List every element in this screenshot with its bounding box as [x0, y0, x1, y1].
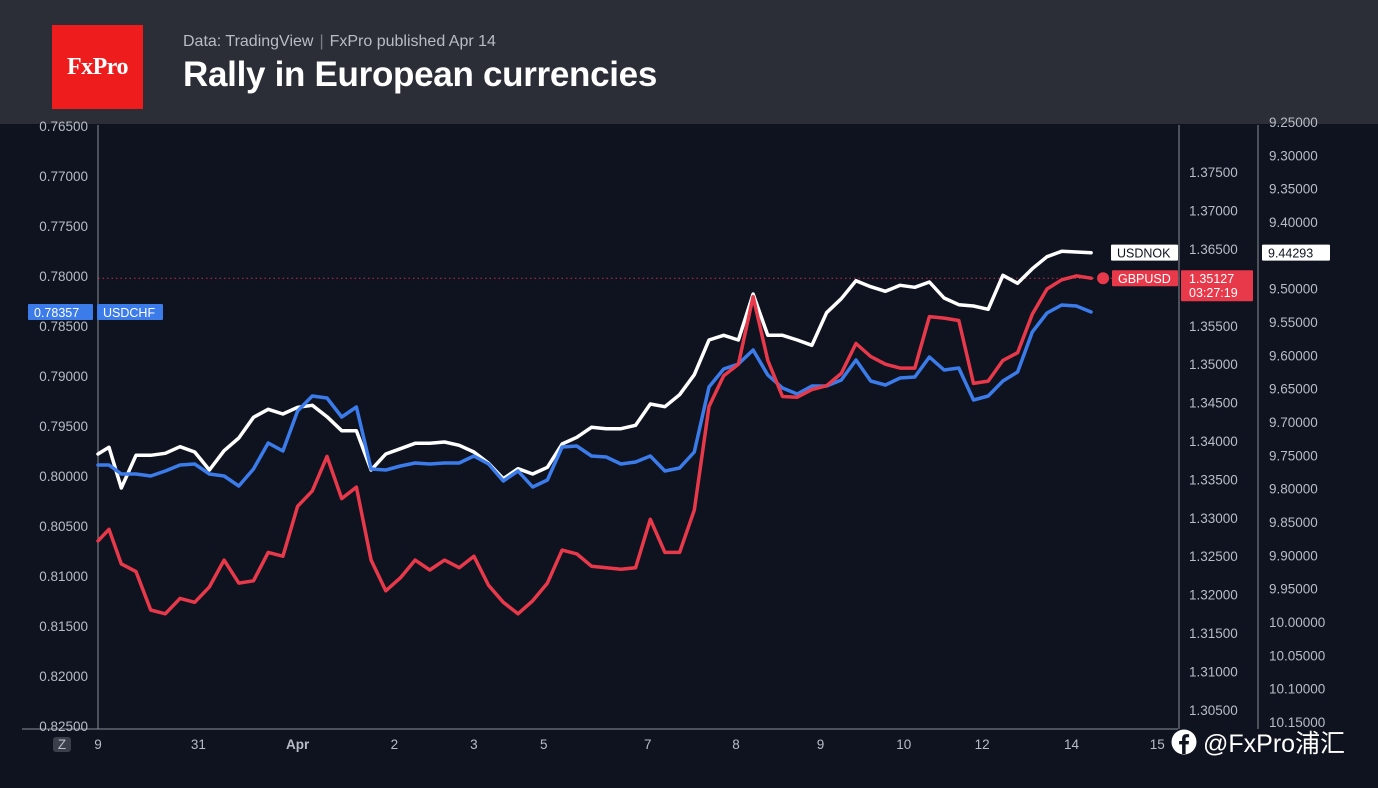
right-axis-tick: 9.35000 — [1269, 182, 1318, 197]
usdnok-series-line — [96, 249, 1093, 490]
mid-axis-tick: 1.36500 — [1189, 242, 1238, 257]
mid-axis-tick: 1.33000 — [1189, 511, 1238, 526]
separator: | — [319, 33, 324, 50]
usdchf-value-tag — [28, 304, 93, 320]
right-axis-tick: 10.05000 — [1269, 648, 1325, 663]
gbpusd-name-label: GBPUSD — [1118, 272, 1171, 286]
x-axis-tick: 9 — [94, 737, 102, 752]
x-axis-tick: Apr — [286, 737, 310, 752]
right-axis-tick: 9.65000 — [1269, 382, 1318, 397]
right-axis-tick: 9.30000 — [1269, 148, 1318, 163]
mid-axis-tick: 1.30500 — [1189, 703, 1238, 718]
right-axis-tick: 10.10000 — [1269, 682, 1325, 697]
left-axis-tick: 0.81000 — [39, 569, 88, 584]
left-axis-tick: 0.82500 — [39, 719, 88, 734]
usdnok-value-tag — [1262, 244, 1330, 261]
left-axis-tick: 0.79500 — [39, 419, 88, 434]
left-axis-tick: 0.78500 — [39, 319, 88, 334]
gbpusd-value-label: 1.35127 — [1189, 272, 1234, 286]
x-axis-tick: 8 — [732, 737, 740, 752]
fxpro-logo: FxPro — [52, 25, 143, 109]
usdnok-value-label: 9.44293 — [1268, 247, 1313, 261]
watermark-text: @FxPro浦汇 — [1203, 730, 1346, 758]
right-axis-tick: 9.80000 — [1269, 482, 1318, 497]
usdchf-value-label: 0.78357 — [34, 306, 79, 320]
x-axis-tick: 2 — [391, 737, 399, 752]
right-axis-tick: 9.90000 — [1269, 548, 1318, 563]
gbpusd-last-point — [1097, 272, 1110, 285]
usdchf-tags: 0.78357 USDCHF — [28, 304, 163, 320]
right-axis-tick: 9.95000 — [1269, 582, 1318, 597]
axis-badge-bg — [53, 737, 71, 752]
usdnok-tags: USDNOK 9.44293 — [1111, 244, 1330, 261]
usdchf-name-label: USDCHF — [103, 306, 155, 320]
left-axis-tick: 0.80500 — [39, 519, 88, 534]
gbpusd-name-tag — [1112, 270, 1178, 287]
right-axis-tick: 10.15000 — [1269, 715, 1325, 730]
mid-axis-tick: 1.34000 — [1189, 434, 1238, 449]
right-axis-tick: 9.60000 — [1269, 348, 1318, 363]
x-axis-tick: 10 — [896, 737, 911, 752]
right-axis-tick: 9.50000 — [1269, 282, 1318, 297]
right-axis-tick: 9.75000 — [1269, 448, 1318, 463]
x-axis-tick: 12 — [975, 737, 990, 752]
mid-axis-tick: 1.32500 — [1189, 549, 1238, 564]
left-axis-tick: 0.80000 — [39, 469, 88, 484]
right-axis-tick: 9.55000 — [1269, 315, 1318, 330]
axis-badge-label: Z — [58, 737, 66, 752]
data-source: Data: TradingView — [183, 33, 314, 50]
x-axis-tick: 5 — [540, 737, 548, 752]
mid-axis-tick: 1.31500 — [1189, 626, 1238, 641]
right-axis-tick: 9.85000 — [1269, 515, 1318, 530]
mid-axis-tick: 1.37500 — [1189, 165, 1238, 180]
left-axis-tick: 0.81500 — [39, 619, 88, 634]
right-axis-tick: 9.25000 — [1269, 115, 1318, 130]
source-line: Data: TradingView | FxPro published Apr 14 — [183, 33, 496, 51]
left-axis-tick: 0.76500 — [39, 119, 88, 134]
mid-axis-tick: 1.34500 — [1189, 396, 1238, 411]
header-bar: FxPro Data: TradingView | FxPro published … — [0, 0, 1378, 124]
right-axis-tick: 9.40000 — [1269, 215, 1318, 230]
x-axis-tick: 31 — [191, 737, 206, 752]
usdnok-name-tag — [1111, 244, 1178, 261]
published-date: FxPro published Apr 14 — [329, 33, 496, 50]
right-axis-tick: 10.00000 — [1269, 615, 1325, 630]
usdnok-name-label: USDNOK — [1117, 247, 1171, 261]
usdchf-name-tag — [97, 304, 163, 320]
gbpusd-countdown-label: 03:27:19 — [1189, 286, 1238, 300]
x-axis-tick: 9 — [817, 737, 825, 752]
right-axis-tick: 9.70000 — [1269, 415, 1318, 430]
left-axis-tick: 0.78000 — [39, 269, 88, 284]
left-axis-tick: 0.77500 — [39, 219, 88, 234]
mid-axis-tick: 1.31000 — [1189, 664, 1238, 679]
gbpusd-series-line — [96, 274, 1093, 616]
watermark: @FxPro浦汇 — [1171, 724, 1345, 760]
usdchf-series-line — [96, 303, 1093, 489]
facebook-icon — [1171, 729, 1197, 755]
left-axis-tick: 0.79000 — [39, 369, 88, 384]
x-axis-tick: 7 — [644, 737, 652, 752]
x-axis-tick: 15 — [1150, 737, 1165, 752]
chart-title: Rally in European currencies — [183, 55, 657, 94]
x-axis-tick: 3 — [470, 737, 478, 752]
mid-axis-tick: 1.35500 — [1189, 319, 1238, 334]
gbpusd-value-tag — [1181, 270, 1253, 302]
left-axis-tick: 0.82000 — [39, 669, 88, 684]
mid-axis-tick: 1.33500 — [1189, 472, 1238, 487]
x-axis-tick: 14 — [1064, 737, 1080, 752]
mid-axis-tick: 1.37000 — [1189, 204, 1238, 219]
mid-axis-tick: 1.32000 — [1189, 588, 1238, 603]
axis-badge: Z — [53, 737, 71, 752]
mid-axis-tick: 1.35000 — [1189, 357, 1238, 372]
left-axis-tick: 0.77000 — [39, 169, 88, 184]
